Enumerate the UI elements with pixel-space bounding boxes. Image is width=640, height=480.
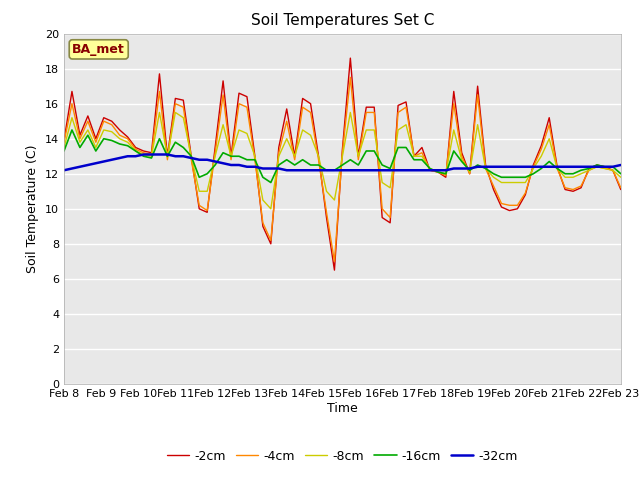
-2cm <box>140 148 147 154</box>
-32cm <box>593 164 601 169</box>
-8cm <box>267 206 275 212</box>
-2cm <box>60 138 68 144</box>
-4cm <box>331 258 339 264</box>
-4cm <box>617 185 625 191</box>
-32cm <box>76 164 84 169</box>
Line: -4cm: -4cm <box>64 77 621 261</box>
X-axis label: Time: Time <box>327 402 358 415</box>
-4cm <box>60 139 68 145</box>
-32cm <box>227 162 235 168</box>
-32cm <box>402 168 410 173</box>
-8cm <box>346 109 354 115</box>
-16cm <box>617 171 625 177</box>
-16cm <box>148 155 156 161</box>
-8cm <box>140 152 147 157</box>
-8cm <box>617 174 625 180</box>
-8cm <box>601 166 609 171</box>
-4cm <box>346 74 354 80</box>
-2cm <box>346 55 354 61</box>
-4cm <box>577 183 585 189</box>
-2cm <box>331 267 339 273</box>
-8cm <box>410 154 418 159</box>
Legend: -2cm, -4cm, -8cm, -16cm, -32cm: -2cm, -4cm, -8cm, -16cm, -32cm <box>162 444 523 468</box>
-16cm <box>346 157 354 163</box>
Title: Soil Temperatures Set C: Soil Temperatures Set C <box>251 13 434 28</box>
-16cm <box>267 180 275 185</box>
-4cm <box>76 136 84 142</box>
-4cm <box>140 150 147 156</box>
-16cm <box>68 127 76 133</box>
-4cm <box>601 166 609 171</box>
Line: -32cm: -32cm <box>64 155 621 170</box>
-4cm <box>410 154 418 159</box>
-2cm <box>76 132 84 138</box>
-2cm <box>601 164 609 169</box>
-16cm <box>601 164 609 169</box>
-32cm <box>60 168 68 173</box>
-16cm <box>410 157 418 163</box>
Y-axis label: Soil Temperature (C): Soil Temperature (C) <box>26 144 40 273</box>
Line: -16cm: -16cm <box>64 130 621 182</box>
Line: -8cm: -8cm <box>64 112 621 209</box>
-16cm <box>577 168 585 173</box>
-32cm <box>140 152 147 157</box>
-4cm <box>339 150 346 156</box>
Text: BA_met: BA_met <box>72 43 125 56</box>
-2cm <box>577 185 585 191</box>
-8cm <box>60 144 68 150</box>
-2cm <box>617 187 625 192</box>
-16cm <box>60 148 68 154</box>
-32cm <box>339 168 346 173</box>
-2cm <box>339 146 346 152</box>
-8cm <box>577 171 585 177</box>
Line: -2cm: -2cm <box>64 58 621 270</box>
-2cm <box>410 154 418 159</box>
-8cm <box>76 139 84 145</box>
-32cm <box>490 164 497 169</box>
-16cm <box>84 132 92 138</box>
-8cm <box>156 109 163 115</box>
-32cm <box>617 162 625 168</box>
